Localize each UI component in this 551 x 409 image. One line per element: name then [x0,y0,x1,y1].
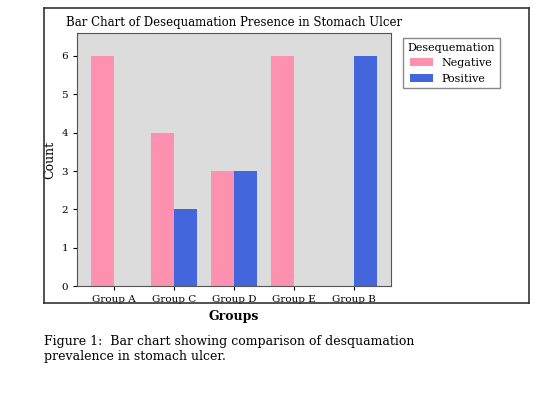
Bar [174,209,197,286]
Legend: Negative, Positive: Negative, Positive [403,38,500,88]
Bar [354,56,377,286]
Text: Figure 1:  Bar chart showing comparison of desquamation
prevalence in stomach ul: Figure 1: Bar chart showing comparison o… [44,335,414,363]
Y-axis label: Count: Count [43,140,56,179]
X-axis label: Groups: Groups [209,310,260,323]
Bar [212,171,234,286]
Bar [152,133,174,286]
Bar [234,171,257,286]
Title: Bar Chart of Desequamation Presence in Stomach Ulcer: Bar Chart of Desequamation Presence in S… [66,16,402,29]
Bar [271,56,294,286]
Bar [91,56,114,286]
